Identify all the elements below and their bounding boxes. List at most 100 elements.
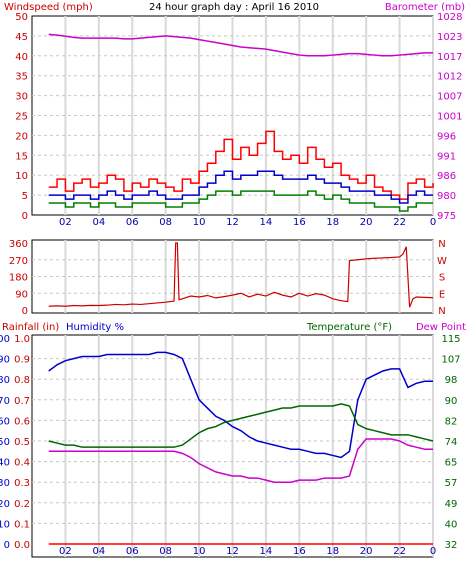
climate-x-tick-label: 14 — [260, 546, 273, 557]
climate-x-tick-label: 22 — [393, 546, 406, 557]
wind-y-tick-label: 25 — [15, 112, 28, 123]
barometer-tick-label: 1023 — [437, 32, 462, 43]
windspeed-axis-title: Windspeed (mph) — [4, 2, 93, 13]
humidity-tick-label: 90 — [0, 355, 10, 366]
humidity-tick-label: 80 — [0, 375, 10, 386]
wind-x-tick-label: 0 — [430, 217, 436, 228]
barometer-tick-label: 1028 — [437, 12, 462, 23]
rainfall-tick-label: 0.1 — [14, 519, 30, 530]
temperature-tick-label: 49 — [445, 499, 458, 510]
grid-layer — [32, 16, 434, 557]
rainfall-tick-label: 0.7 — [14, 396, 30, 407]
direction-degree-label: 180 — [9, 273, 28, 284]
direction-degree-label: 270 — [9, 256, 28, 267]
rainfall-tick-label: 0.6 — [14, 416, 30, 427]
humidity-tick-label: 10 — [0, 519, 10, 530]
climate-x-tick-label: 12 — [226, 546, 239, 557]
rainfall-tick-label: 1.0 — [14, 334, 30, 345]
temperature-tick-label: 82 — [445, 416, 458, 427]
humidity-tick-label: 40 — [0, 458, 10, 469]
wind-y-tick-label: 30 — [15, 92, 28, 103]
direction-compass-label: E — [439, 289, 445, 300]
barometer-tick-label: 1001 — [437, 112, 462, 123]
wind-gust-line — [48, 130, 434, 200]
humidity-line — [48, 351, 433, 459]
rainfall-tick-label: 0.4 — [14, 458, 30, 469]
wind-x-tick-label: 08 — [159, 217, 172, 228]
wind-x-tick-label: 14 — [260, 217, 273, 228]
rainfall-tick-label: 0.3 — [14, 478, 30, 489]
climate-x-tick-label: 02 — [59, 546, 72, 557]
climate-x-tick-label: 16 — [293, 546, 306, 557]
barometer-tick-label: 1012 — [437, 72, 462, 83]
climate-x-tick-label: 0 — [430, 546, 436, 557]
wind-x-tick-label: 12 — [226, 217, 239, 228]
temperature-tick-label: 40 — [445, 519, 458, 530]
direction-degree-label: 0 — [22, 306, 28, 317]
wind-y-tick-label: 50 — [15, 12, 28, 23]
wind-x-tick-label: 06 — [126, 217, 139, 228]
temperature-tick-label: 32 — [445, 540, 458, 551]
climate-x-tick-label: 18 — [326, 546, 339, 557]
direction-compass-label: N — [438, 239, 445, 250]
wind-y-tick-label: 5 — [22, 191, 28, 202]
climate-x-tick-label: 04 — [92, 546, 105, 557]
humidity-tick-label: 30 — [0, 478, 10, 489]
wind-speed-line — [48, 190, 433, 212]
direction-compass-label: W — [437, 256, 447, 267]
rainfall-axis-title: Rainfall (in) — [2, 322, 59, 333]
wind-y-tick-label: 20 — [15, 131, 28, 142]
chart-title: 24 hour graph day : April 16 2010 — [149, 2, 319, 13]
barometer-tick-label: 980 — [437, 191, 456, 202]
wind-x-tick-label: 22 — [393, 217, 406, 228]
rainfall-tick-label: 0.2 — [14, 499, 30, 510]
humidity-tick-label: 20 — [0, 499, 10, 510]
wind-y-tick-label: 15 — [15, 151, 28, 162]
barometer-tick-label: 1007 — [437, 92, 462, 103]
direction-degree-label: 360 — [9, 239, 28, 250]
tick-label-layer: 02 04 06 08 10 12 14 16 18 20 22 002 04 06 08 10 12 14 16 1… — [0, 12, 462, 557]
wind-x-tick-label: 02 — [59, 217, 72, 228]
rainfall-tick-label: 0.0 — [14, 540, 30, 551]
barometer-tick-label: 996 — [437, 131, 456, 142]
temperature-tick-label: 107 — [441, 355, 460, 366]
direction-compass-label: N — [438, 306, 445, 317]
climate-x-tick-label: 06 — [126, 546, 139, 557]
barometer-tick-label: 986 — [437, 171, 456, 182]
direction-degree-label: 90 — [15, 289, 28, 300]
wind-x-tick-label: 18 — [326, 217, 339, 228]
wind-y-tick-label: 40 — [15, 52, 28, 63]
humidity-tick-label: 70 — [0, 396, 10, 407]
humidity-tick-label: 60 — [0, 416, 10, 427]
temperature-tick-label: 98 — [445, 375, 458, 386]
humidity-tick-label: 100 — [0, 334, 10, 345]
climate-x-tick-label: 08 — [159, 546, 172, 557]
temperature-line — [48, 403, 434, 448]
barometer-tick-label: 1017 — [437, 52, 462, 63]
rainfall-tick-label: 0.9 — [14, 355, 30, 366]
rainfall-tick-label: 0.5 — [14, 437, 30, 448]
barometer-axis-title: Barometer (mb) — [385, 2, 465, 13]
series-layer — [48, 33, 434, 545]
wind-y-tick-label: 10 — [15, 171, 28, 182]
climate-x-tick-label: 10 — [193, 546, 206, 557]
humidity-tick-label: 0 — [4, 540, 10, 551]
wind-y-tick-label: 45 — [15, 32, 28, 43]
wind-y-tick-label: 0 — [22, 211, 28, 222]
dew-point-line — [48, 438, 433, 483]
rainfall-tick-label: 0.8 — [14, 375, 30, 386]
temperature-tick-label: 65 — [445, 458, 458, 469]
temperature-tick-label: 74 — [445, 437, 458, 448]
wind-x-tick-label: 04 — [92, 217, 105, 228]
wind-x-tick-label: 20 — [360, 217, 373, 228]
climate-x-tick-label: 20 — [360, 546, 373, 557]
dewpoint-axis-title: Dew Point — [416, 322, 466, 333]
wind-average-line — [48, 170, 433, 204]
temperature-tick-label: 90 — [445, 396, 458, 407]
barometer-tick-label: 975 — [437, 211, 456, 222]
wind-x-tick-label: 10 — [193, 217, 206, 228]
temperature-tick-label: 115 — [441, 334, 460, 345]
humidity-axis-title: Humidity % — [66, 322, 124, 333]
